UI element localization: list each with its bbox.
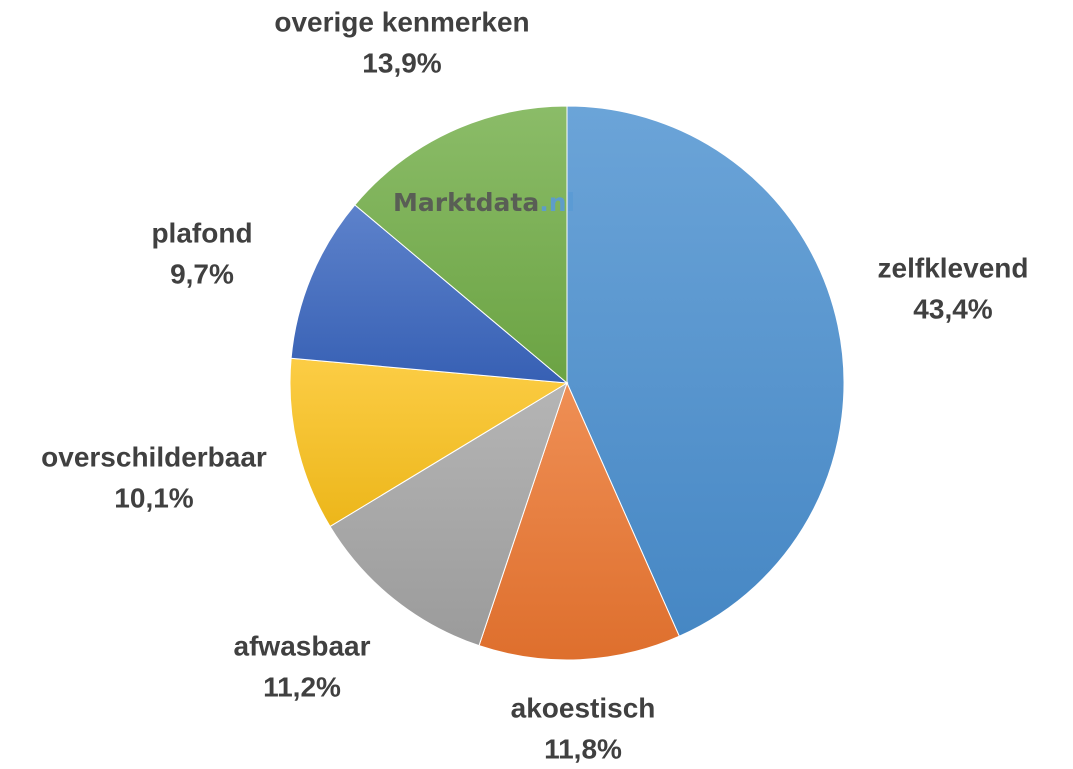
svg-text:Marktdata.nl: Marktdata.nl: [393, 188, 575, 217]
slice-label-overige-kenmerken: overige kenmerken: [274, 7, 529, 38]
watermark-logo: Marktdata.nl: [393, 188, 575, 217]
pie-slice-plafond: [290, 204, 569, 384]
slice-labels: zelfklevend 43,4% akoestisch 11,8% afwasbaar…: [41, 7, 1028, 765]
pie-slice-overschilderbaar: [289, 357, 569, 528]
slice-value-overschilderbaar: 10,1%: [114, 483, 193, 514]
pie-slice-zelfklevend: [566, 105, 845, 637]
slice-label-overschilderbaar: overschilderbaar: [41, 442, 267, 473]
pie-slices: [289, 105, 845, 661]
slice-label-afwasbaar: afwasbaar: [234, 631, 371, 662]
slice-label-akoestisch: akoestisch: [511, 693, 656, 724]
slice-label-zelfklevend: zelfklevend: [878, 253, 1029, 284]
slice-value-plafond: 9,7%: [170, 259, 234, 290]
slice-value-zelfklevend: 43,4%: [913, 294, 992, 325]
slice-value-afwasbaar: 11,2%: [263, 672, 341, 703]
pie-slice-akoestisch: [478, 381, 680, 661]
pie-slice-afwasbaar: [329, 381, 568, 647]
slice-label-plafond: plafond: [151, 218, 252, 249]
pie-slice-overige-kenmerken: [354, 105, 568, 385]
slice-value-overige-kenmerken: 13,9%: [362, 48, 441, 79]
watermark-suffix: .nl: [539, 188, 575, 217]
slice-value-akoestisch: 11,8%: [544, 734, 622, 765]
watermark-text: Marktdata: [393, 188, 539, 217]
